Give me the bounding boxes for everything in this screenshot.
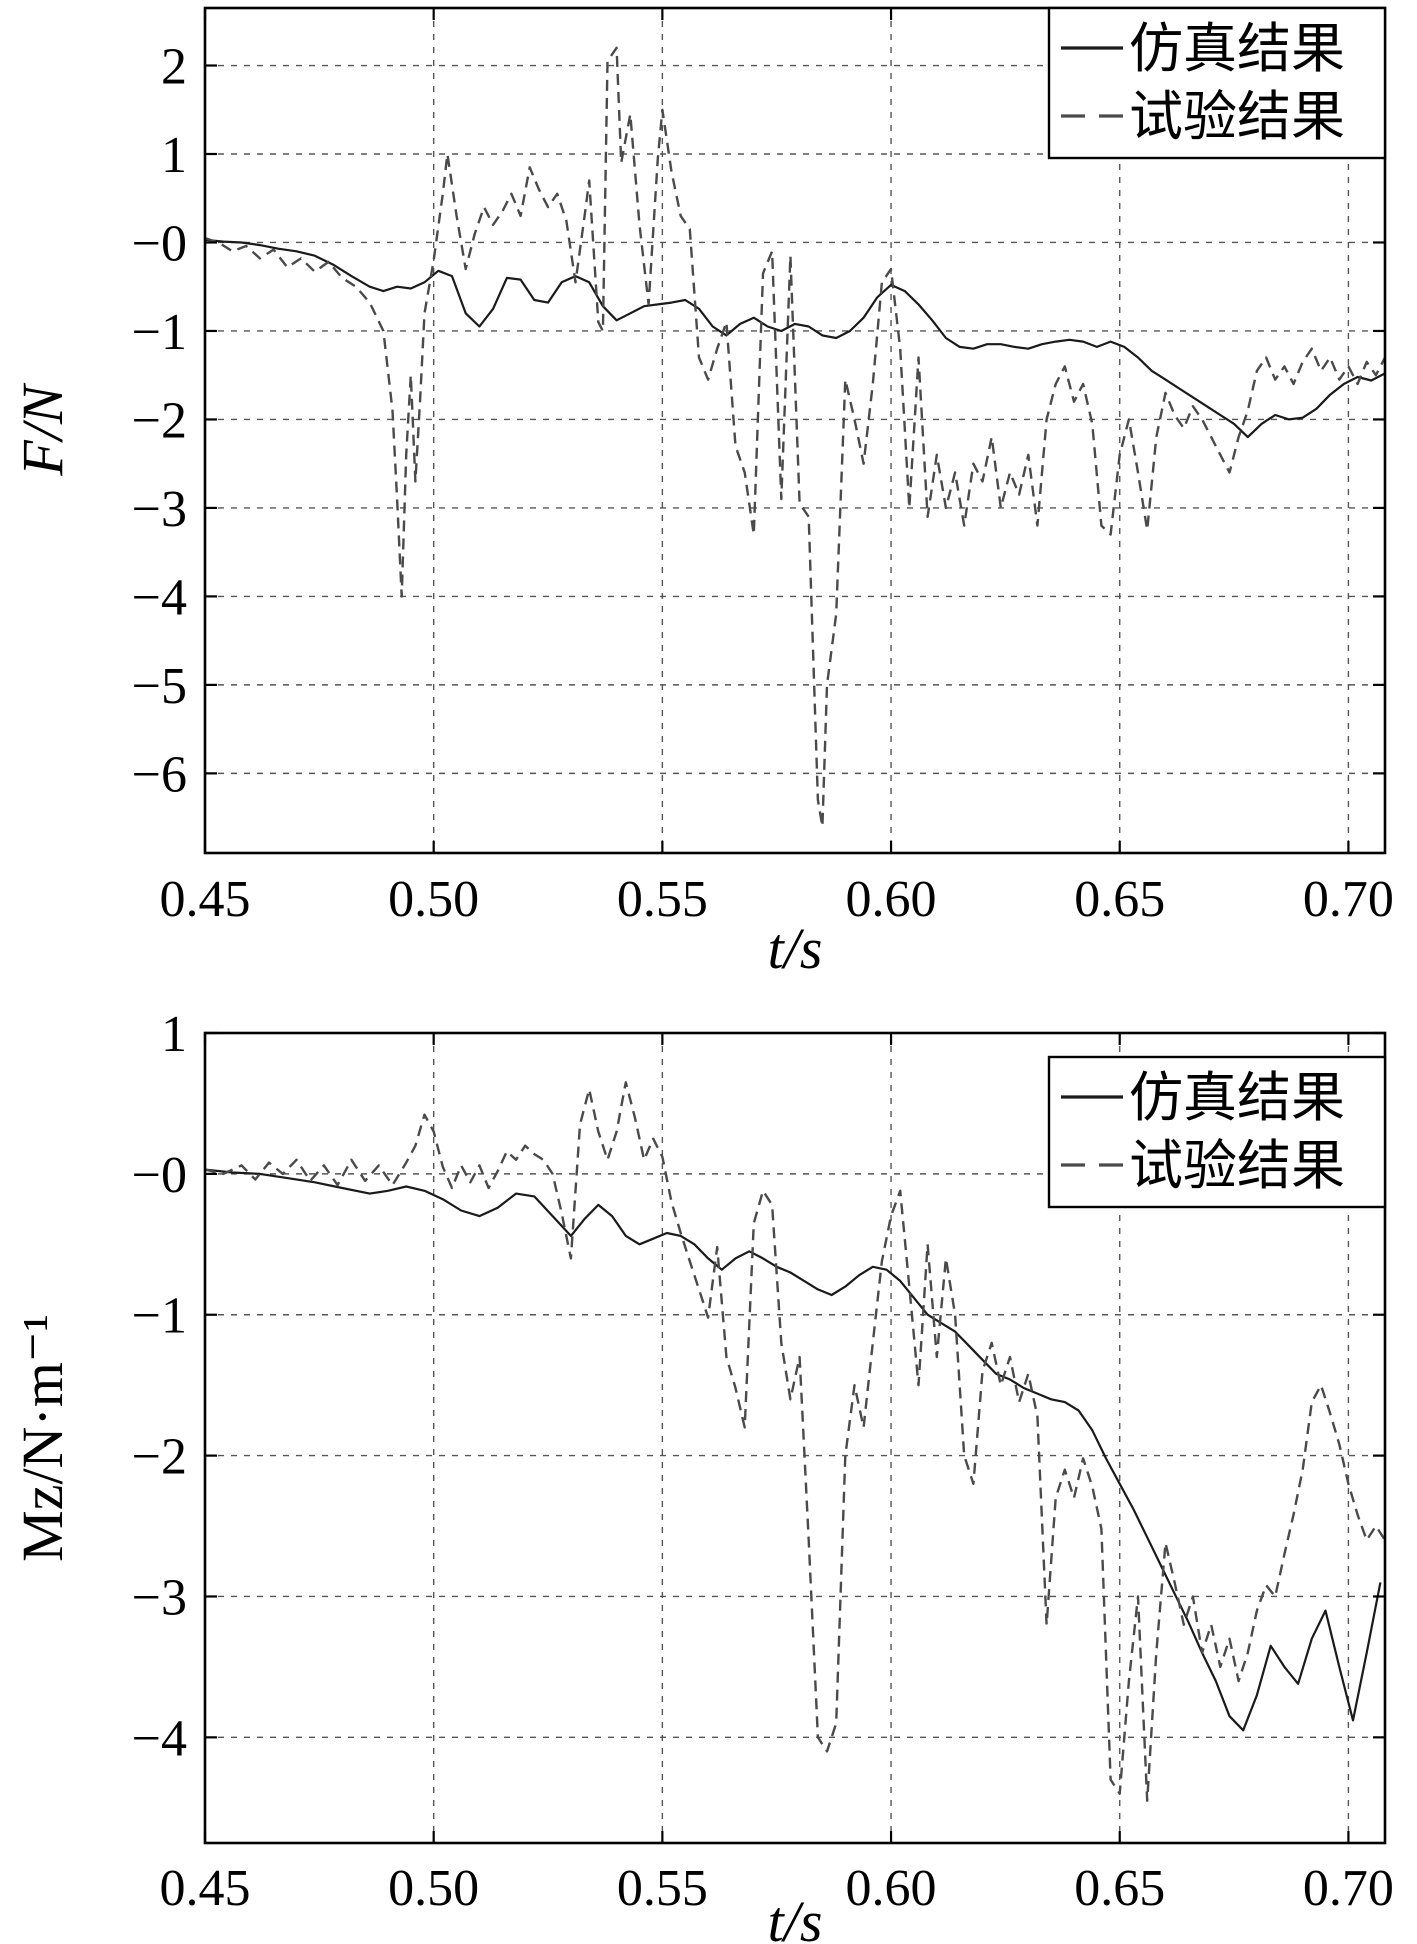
tick-labels: 0.45 0.50 0.55 0.60 0.65 0.70 1 −0 −1 −2 −3 −4 bbox=[132, 1006, 1394, 1917]
y-tick-label: −3 bbox=[132, 1569, 187, 1626]
x-tick-label: 0.45 bbox=[160, 1860, 251, 1917]
gridlines bbox=[205, 1033, 1385, 1843]
x-tick-label: 0.50 bbox=[388, 871, 479, 928]
chart-background bbox=[0, 0, 1417, 975]
series-simulation-line bbox=[204, 238, 1386, 439]
legend-label: 试验结果 bbox=[1129, 1136, 1345, 1196]
y-tick-label: −1 bbox=[132, 304, 187, 361]
x-tick-label: 0.50 bbox=[388, 1860, 479, 1917]
x-tick-label: 0.65 bbox=[1074, 871, 1165, 928]
y-tick-label: −2 bbox=[132, 1429, 187, 1486]
y-tick-label: −6 bbox=[132, 746, 187, 803]
y-tick-label: −3 bbox=[132, 481, 187, 538]
y-axis-label: F/N bbox=[10, 382, 75, 477]
legend-label: 试验结果 bbox=[1129, 87, 1345, 147]
x-tick-label: 0.60 bbox=[846, 871, 937, 928]
gridlines bbox=[205, 8, 1385, 853]
series-simulation-line bbox=[204, 1168, 1382, 1732]
y-tick-label: −4 bbox=[132, 569, 187, 626]
force-chart: 0.45 0.50 0.55 0.60 0.65 0.70 2 1 −0 −1 −2 −3 −4 −5 −6… bbox=[0, 0, 1417, 975]
y-tick-label: 1 bbox=[161, 127, 187, 184]
y-tick-label: −0 bbox=[132, 1147, 187, 1204]
y-tick-label: 1 bbox=[161, 1006, 187, 1063]
legend-label: 仿真结果 bbox=[1129, 1068, 1345, 1128]
x-tick-label: 0.70 bbox=[1303, 1860, 1394, 1917]
x-axis-label: t/s bbox=[768, 916, 823, 975]
y-tick-label: −4 bbox=[132, 1710, 187, 1767]
legend-label: 仿真结果 bbox=[1129, 19, 1345, 79]
x-axis-label: t/s bbox=[768, 1889, 823, 1944]
y-tick-label: −1 bbox=[132, 1288, 187, 1345]
x-tick-label: 0.55 bbox=[617, 871, 708, 928]
x-tick-label: 0.45 bbox=[160, 871, 251, 928]
y-tick-label: −5 bbox=[132, 658, 187, 715]
y-tick-label: −0 bbox=[132, 215, 187, 272]
y-axis-label: Mz/N·m⁻¹ bbox=[10, 1314, 75, 1562]
y-tick-label: −2 bbox=[132, 392, 187, 449]
x-tick-label: 0.60 bbox=[846, 1860, 937, 1917]
y-tick-label: 2 bbox=[161, 39, 187, 96]
legend-box bbox=[1047, 1055, 1387, 1209]
x-tick-label: 0.65 bbox=[1074, 1860, 1165, 1917]
mz-chart: 0.45 0.50 0.55 0.60 0.65 0.70 1 −0 −1 −2 −3 −4 t/s Mz… bbox=[0, 975, 1417, 1944]
x-tick-label: 0.55 bbox=[617, 1860, 708, 1917]
plot-border bbox=[203, 6, 1387, 855]
force-chart-svg: 0.45 0.50 0.55 0.60 0.65 0.70 2 1 −0 −1 −2 −3 −4 −5 −6… bbox=[0, 0, 1417, 975]
mz-chart-svg: 0.45 0.50 0.55 0.60 0.65 0.70 1 −0 −1 −2 −3 −4 t/s Mz… bbox=[0, 975, 1417, 1944]
plot-border bbox=[203, 1031, 1387, 1845]
legend-box bbox=[1047, 6, 1387, 160]
series-test-line bbox=[204, 46, 1387, 828]
x-tick-label: 0.70 bbox=[1303, 871, 1394, 928]
series-test-line bbox=[204, 1081, 1387, 1802]
tick-labels: 0.45 0.50 0.55 0.60 0.65 0.70 2 1 −0 −1 −2 −3 −4 −5 −6 bbox=[132, 39, 1394, 928]
